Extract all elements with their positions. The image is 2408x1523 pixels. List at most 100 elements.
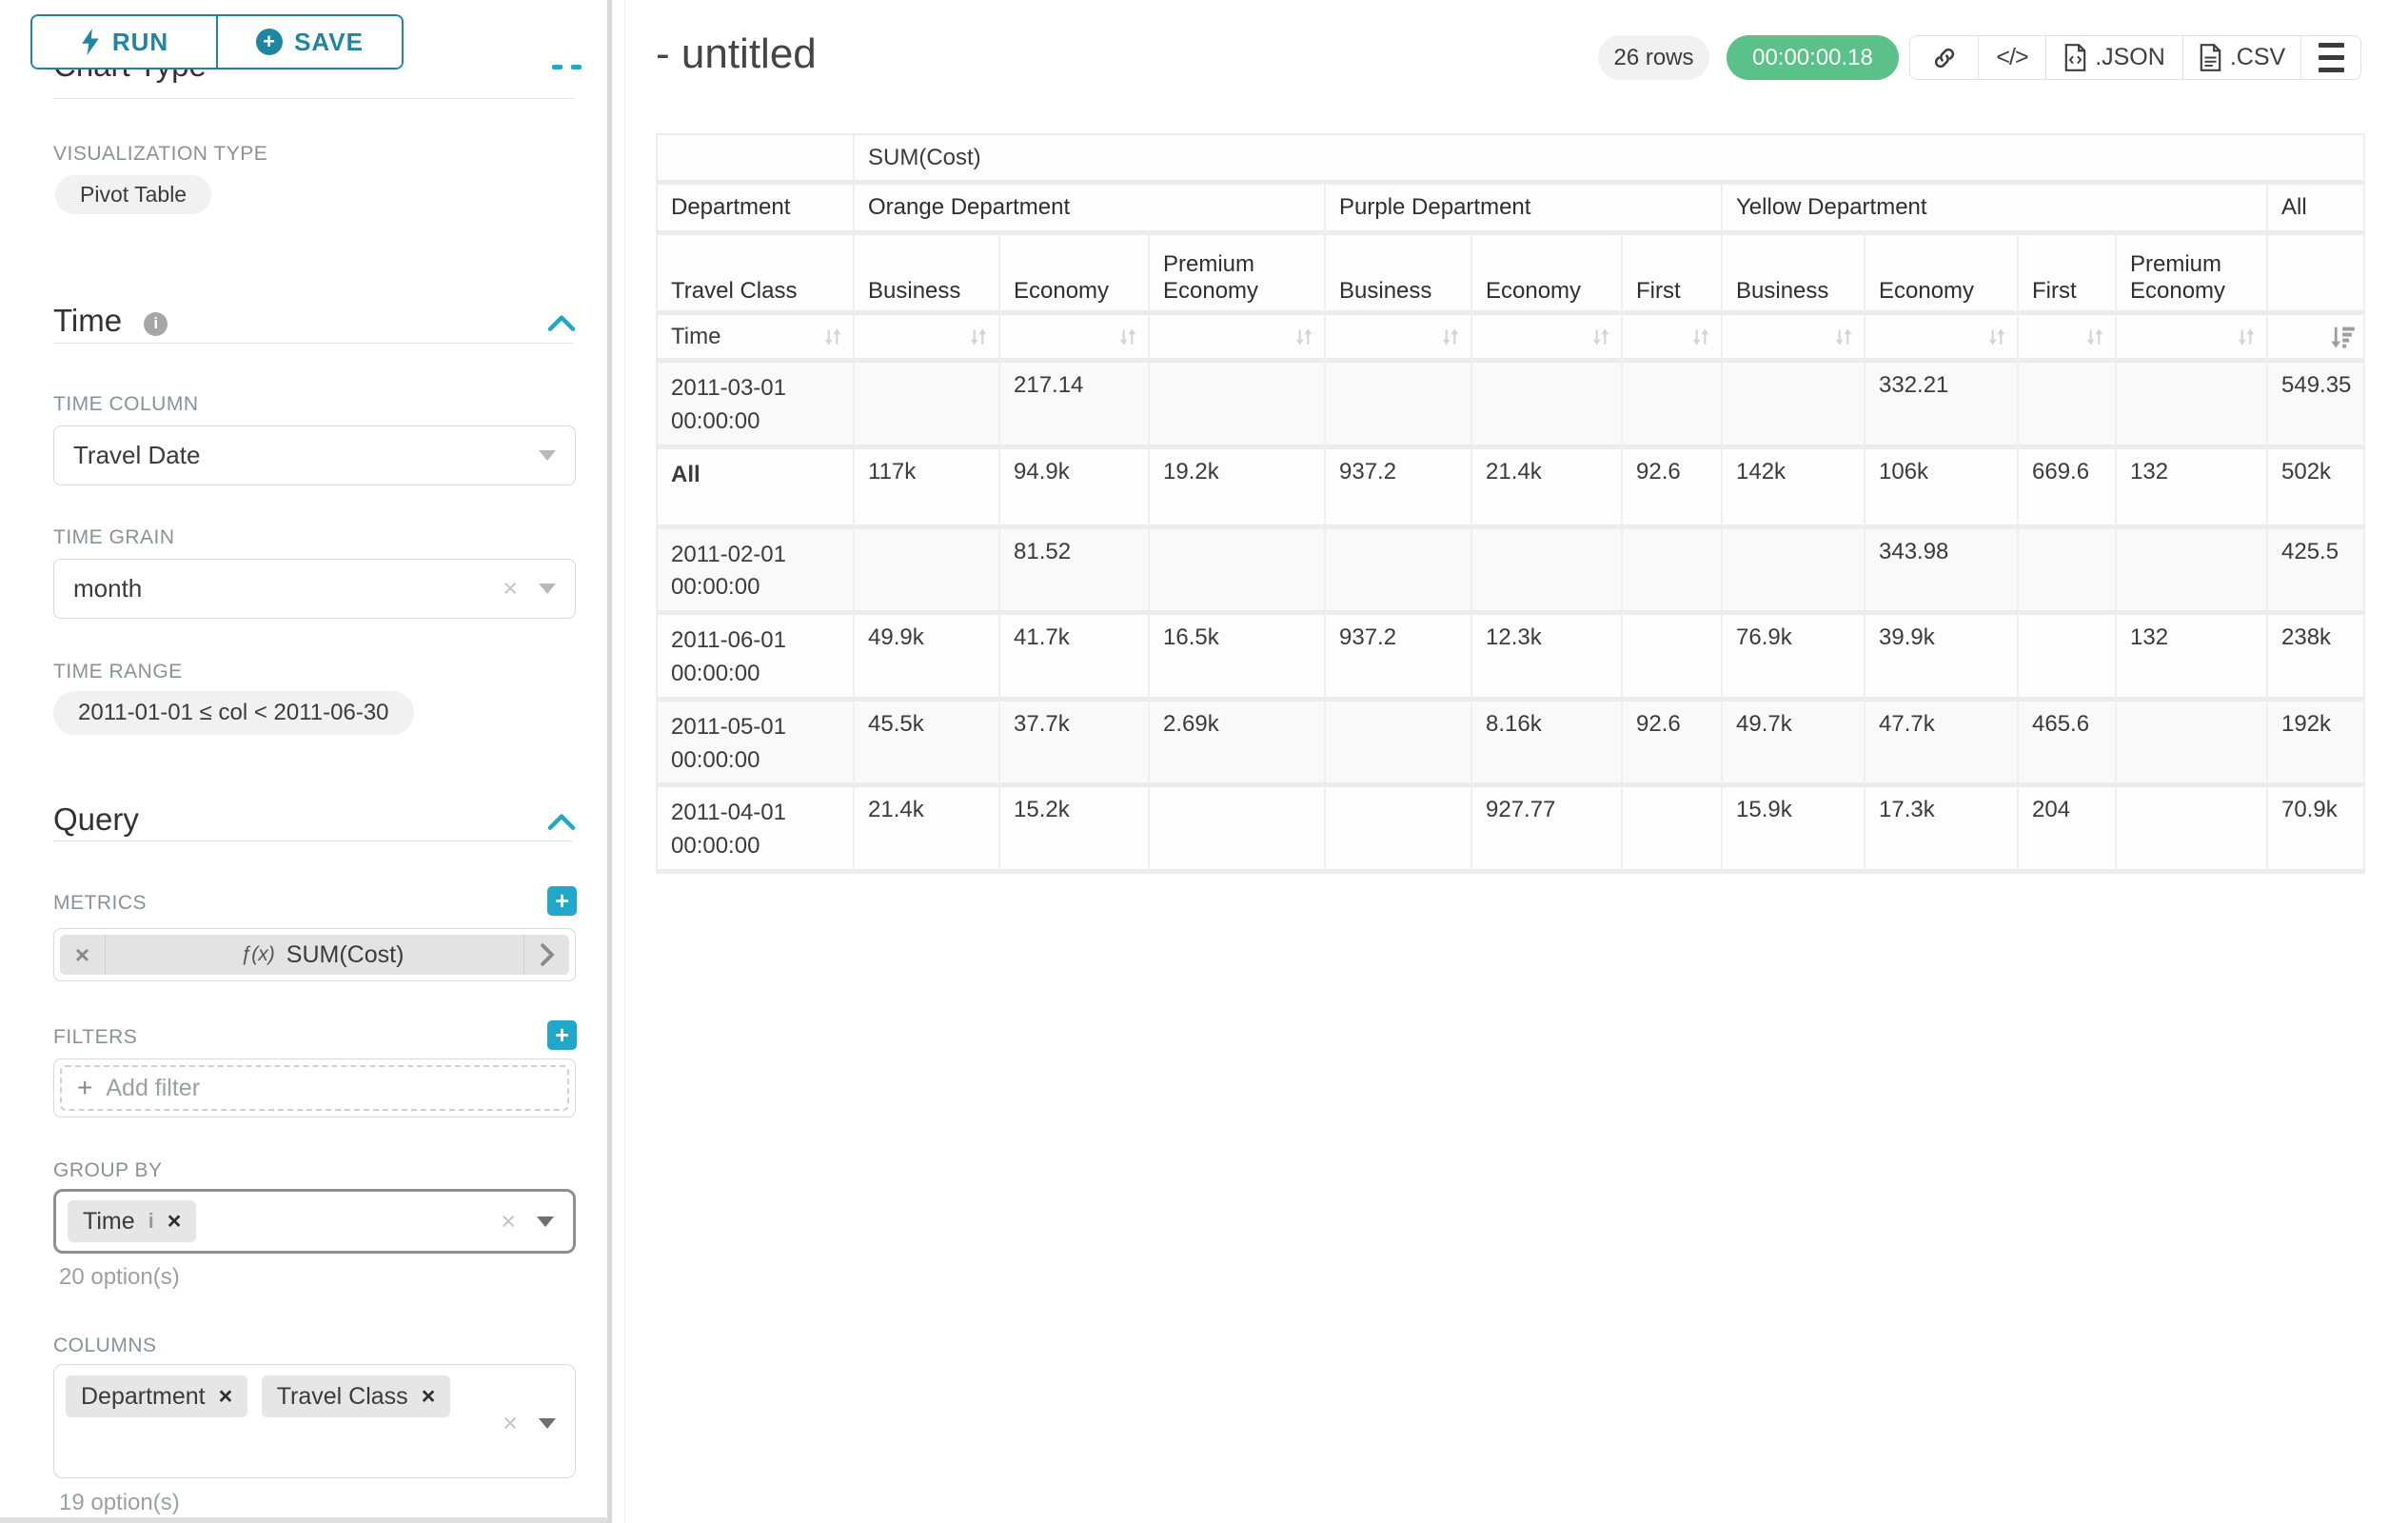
col-header-empty <box>2268 235 2365 315</box>
sort-cell <box>2019 315 2117 363</box>
col-header-first: First <box>2019 235 2117 315</box>
query-duration-badge: 00:00:00.18 <box>1727 35 1899 80</box>
group-by-select[interactable]: Time i × × <box>53 1189 576 1254</box>
expand-metric-icon[interactable] <box>523 935 569 975</box>
pivot-cell: 12.3k <box>1472 615 1623 702</box>
pivot-cell <box>1472 363 1623 449</box>
query-section-heading: Query <box>53 801 139 837</box>
col-header-business: Business <box>855 235 1000 315</box>
sort-toggle-icon[interactable] <box>1438 325 1463 349</box>
col-header-economy: Economy <box>1000 235 1150 315</box>
col-header-business: Business <box>1723 235 1865 315</box>
save-button[interactable]: + SAVE <box>216 16 402 68</box>
remove-chip-icon[interactable]: × <box>421 1382 436 1410</box>
remove-chip-icon[interactable]: × <box>218 1382 233 1410</box>
pivot-cell: 47.7k <box>1865 701 2019 788</box>
add-filter-placeholder[interactable]: + Add filter <box>60 1065 569 1111</box>
pivot-cell <box>2117 528 2268 616</box>
pivot-cell: 39.9k <box>1865 615 2019 702</box>
pivot-cell: 15.2k <box>1000 787 1150 874</box>
remove-chip-icon[interactable]: × <box>167 1207 182 1235</box>
clear-icon[interactable]: × <box>501 1207 516 1236</box>
group-header-purple-department: Purple Department <box>1326 185 1723 235</box>
visualization-type-pill[interactable]: Pivot Table <box>55 175 212 214</box>
col-axis-label-travel-class: Travel Class <box>658 235 855 315</box>
sort-descending-icon[interactable] <box>2327 324 2356 350</box>
metric-pill[interactable]: × ƒ(x) SUM(Cost) <box>60 935 569 975</box>
sort-toggle-icon[interactable] <box>1984 325 2009 349</box>
group-header-orange-department: Orange Department <box>855 185 1326 235</box>
filters-label: FILTERS <box>53 1026 138 1048</box>
collapse-chevron-icon[interactable] <box>546 811 577 832</box>
pivot-table: SUM(Cost) Department Orange Department Purp… <box>656 133 2365 874</box>
pivot-cell <box>1623 787 1723 874</box>
pivot-cell: 106k <box>1865 448 2019 529</box>
more-options-button[interactable] <box>2300 36 2360 79</box>
pivot-cell: 204 <box>2019 787 2117 874</box>
sort-toggle-icon[interactable] <box>820 325 845 349</box>
pivot-cell <box>2117 363 2268 449</box>
columns-chip-department[interactable]: Department × <box>66 1375 248 1417</box>
panel-resize-handle[interactable] <box>607 0 612 1523</box>
sort-toggle-icon[interactable] <box>1115 325 1140 349</box>
pivot-table-container: SUM(Cost) Department Orange Department Purp… <box>656 133 2365 874</box>
pivot-cell <box>1326 363 1472 449</box>
pivot-cell <box>1326 528 1472 616</box>
group-header-all: All <box>2268 185 2365 235</box>
export-csv-button[interactable]: .CSV <box>2182 36 2300 79</box>
visualization-type-label: VISUALIZATION TYPE <box>53 143 268 165</box>
group-by-chip-time[interactable]: Time i × <box>68 1200 197 1242</box>
sort-toggle-icon[interactable] <box>1831 325 1856 349</box>
sort-toggle-icon[interactable] <box>2082 325 2107 349</box>
section-divider <box>53 98 573 99</box>
horizontal-scrollbar[interactable] <box>0 1517 607 1523</box>
collapse-chevron-icon[interactable] <box>546 312 577 333</box>
pivot-cell <box>1326 701 1472 788</box>
remove-metric-icon[interactable]: × <box>60 935 106 975</box>
add-metric-button[interactable]: + <box>547 886 577 916</box>
pivot-cell <box>855 363 1000 449</box>
chevron-down-icon <box>537 1216 554 1227</box>
columns-select[interactable]: Department × Travel Class × × <box>53 1364 576 1478</box>
info-icon: i <box>148 1209 154 1233</box>
row-label: 2011-03-01 00:00:00 <box>658 363 855 449</box>
time-column-select[interactable]: Travel Date <box>53 425 576 485</box>
run-button[interactable]: RUN <box>32 16 216 68</box>
metric-header: SUM(Cost) <box>855 135 2365 185</box>
sort-toggle-icon[interactable] <box>1688 325 1713 349</box>
pivot-cell <box>2117 787 2268 874</box>
pivot-cell: 21.4k <box>1472 448 1623 529</box>
pivot-cell <box>1150 363 1326 449</box>
sort-toggle-icon[interactable] <box>966 325 991 349</box>
col-axis-label-department: Department <box>658 185 855 235</box>
copy-link-button[interactable] <box>1910 36 1978 79</box>
sort-toggle-icon[interactable] <box>1292 325 1316 349</box>
export-json-button[interactable]: .JSON <box>2045 36 2182 79</box>
view-query-button[interactable]: </> <box>1978 36 2045 79</box>
sort-cell <box>855 315 1000 363</box>
pivot-cell: 465.6 <box>2019 701 2117 788</box>
pivot-cell <box>1150 528 1326 616</box>
columns-options-note: 19 option(s) <box>59 1490 180 1515</box>
row-label: 2011-02-01 00:00:00 <box>658 528 855 616</box>
pivot-cell: 45.5k <box>855 701 1000 788</box>
clear-icon[interactable]: × <box>503 1409 518 1437</box>
clear-icon[interactable]: × <box>503 574 518 603</box>
add-filter-button[interactable]: + <box>547 1020 577 1050</box>
col-header-first: First <box>1623 235 1723 315</box>
sort-toggle-icon[interactable] <box>2234 325 2259 349</box>
menu-icon <box>2318 43 2344 48</box>
time-grain-select[interactable]: month × <box>53 559 576 619</box>
columns-chip-travel-class[interactable]: Travel Class × <box>261 1375 451 1417</box>
sort-toggle-icon[interactable] <box>1589 325 1613 349</box>
pivot-cell: 669.6 <box>2019 448 2117 529</box>
columns-label: COLUMNS <box>53 1335 157 1356</box>
info-icon: i <box>144 311 168 336</box>
group-by-options-note: 20 option(s) <box>59 1264 180 1290</box>
time-range-pill[interactable]: 2011-01-01 ≤ col < 2011-06-30 <box>53 691 414 735</box>
row-label: 2011-04-01 00:00:00 <box>658 787 855 874</box>
sort-cell <box>1000 315 1150 363</box>
pivot-cell: 17.3k <box>1865 787 2019 874</box>
chevron-down-icon <box>539 583 556 594</box>
pivot-cell <box>1723 528 1865 616</box>
